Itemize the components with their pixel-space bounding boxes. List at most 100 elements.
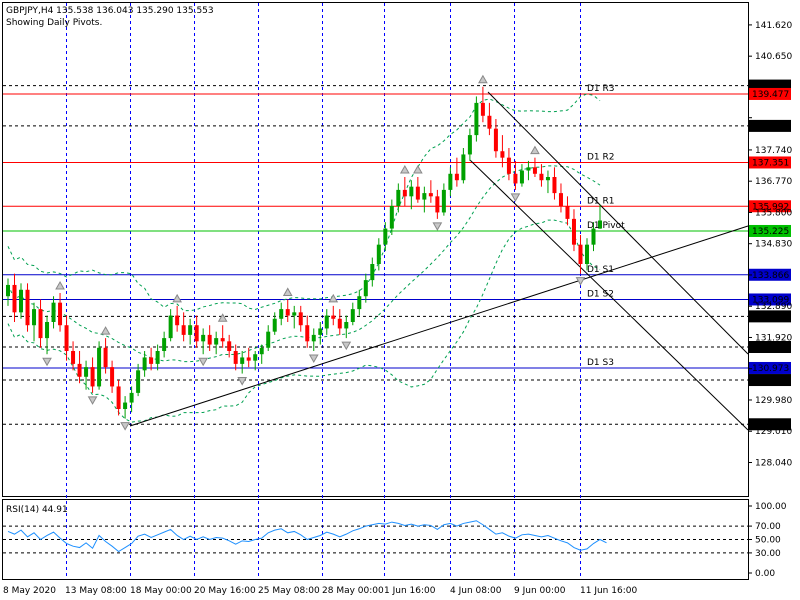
price-tag-label: 135.225 bbox=[752, 227, 789, 237]
price-tag-label: 138.486 bbox=[752, 122, 789, 132]
candle-body bbox=[123, 402, 128, 409]
fractal-down-marker bbox=[42, 357, 52, 367]
chart-header-line2: Showing Daily Pivots. bbox=[6, 18, 102, 28]
candle-body bbox=[162, 338, 167, 351]
candle-body bbox=[428, 193, 433, 197]
candle-body bbox=[90, 367, 95, 387]
candle-body bbox=[467, 135, 472, 155]
rsi-axis-tick-label: 30.00 bbox=[755, 549, 781, 559]
candle-body bbox=[103, 347, 108, 368]
rsi-axis-tick-label: 50.00 bbox=[755, 536, 781, 546]
candle-body bbox=[389, 206, 394, 229]
fractal-up-marker bbox=[412, 164, 423, 174]
x-axis-tick-label: 25 May 08:00 bbox=[258, 586, 320, 596]
candle-body bbox=[545, 177, 550, 181]
candle-body bbox=[6, 284, 10, 297]
y-axis-tick-label: 129.010 bbox=[755, 427, 792, 437]
bollinger-upper bbox=[7, 93, 601, 312]
fractal-down-marker bbox=[120, 422, 130, 431]
price-tag-box bbox=[749, 87, 791, 100]
candle-body bbox=[292, 312, 297, 316]
candle-body bbox=[552, 177, 557, 194]
candle-body bbox=[279, 309, 284, 319]
candle-body bbox=[493, 128, 498, 152]
candle-body bbox=[519, 170, 524, 184]
pivot-label: D1 R3 bbox=[587, 84, 615, 94]
candle-body bbox=[240, 357, 245, 364]
candle-body bbox=[513, 173, 518, 184]
fractal-down-marker bbox=[341, 341, 352, 351]
candle-body bbox=[188, 325, 193, 335]
candle-body bbox=[350, 309, 355, 322]
candle-body bbox=[155, 351, 160, 364]
fractal-down-marker bbox=[510, 193, 521, 202]
candle-body bbox=[500, 151, 505, 158]
candle-body bbox=[474, 102, 479, 136]
y-axis-tick-label: 135.800 bbox=[755, 208, 792, 218]
candle-body bbox=[324, 315, 329, 329]
candle-body bbox=[272, 318, 277, 332]
candle-body bbox=[259, 347, 264, 355]
fractal-up-marker bbox=[172, 293, 183, 303]
candle-body bbox=[298, 312, 303, 326]
x-axis-tick-label: 4 Jun 08:00 bbox=[450, 586, 502, 596]
price-tag-label: 137.351 bbox=[752, 158, 789, 168]
price-tag-box bbox=[749, 374, 791, 387]
pivot-label: D1 S1 bbox=[587, 265, 614, 275]
candle-body bbox=[19, 289, 24, 313]
price-tag-label: 139.737 bbox=[752, 82, 789, 92]
fractal-down-marker bbox=[308, 354, 319, 364]
price-tag-box bbox=[749, 341, 791, 354]
candle-body bbox=[227, 341, 232, 351]
x-axis-tick-label: 13 May 08:00 bbox=[65, 586, 127, 596]
candle-body bbox=[344, 322, 349, 329]
main-plot-frame bbox=[2, 2, 749, 497]
candle-body bbox=[454, 173, 459, 181]
fractal-down-marker bbox=[575, 277, 586, 286]
fractal-down-marker bbox=[432, 222, 443, 231]
candle-body bbox=[383, 228, 388, 245]
candle-body bbox=[233, 351, 238, 364]
candle-body bbox=[285, 309, 290, 316]
candle-body bbox=[539, 173, 544, 181]
candle-body bbox=[376, 244, 381, 264]
price-tag-box bbox=[749, 224, 791, 237]
candle-body bbox=[591, 228, 596, 245]
chart-header-line1: GBPJPY,H4 135.538 136.043 135.290 135.55… bbox=[6, 6, 214, 16]
price-tag-label: 133.099 bbox=[752, 295, 789, 305]
y-axis-tick-label: 128.040 bbox=[755, 458, 792, 468]
candle-body bbox=[71, 351, 76, 364]
candle-body bbox=[311, 334, 316, 342]
candle-body bbox=[77, 363, 82, 377]
price-tag-label: 131.624 bbox=[752, 343, 789, 353]
pivot-label: D1 R1 bbox=[587, 196, 615, 206]
candle-body bbox=[84, 367, 89, 377]
candle-body bbox=[181, 325, 186, 335]
x-axis-tick-label: 1 Jun 16:00 bbox=[384, 586, 436, 596]
x-axis-tick-label: 11 Jun 16:00 bbox=[580, 586, 637, 596]
candle-body bbox=[357, 296, 362, 310]
candle-body bbox=[12, 284, 17, 313]
candle-body bbox=[110, 367, 115, 387]
candle-body bbox=[175, 315, 180, 326]
price-tag-box bbox=[749, 293, 791, 306]
price-tag-label: 130.599 bbox=[752, 376, 789, 386]
candle-body bbox=[58, 302, 63, 326]
fractal-up-marker bbox=[55, 280, 65, 290]
candle-body bbox=[149, 357, 154, 364]
price-tag-label: 135.992 bbox=[752, 202, 789, 212]
fractal-down-marker bbox=[198, 357, 209, 367]
candle-body bbox=[45, 322, 50, 339]
candle-body bbox=[578, 244, 583, 264]
fractal-up-marker bbox=[217, 313, 228, 322]
x-axis-tick-label: 28 May 00:00 bbox=[322, 586, 384, 596]
fractal-up-marker bbox=[478, 74, 488, 84]
price-tag-box bbox=[749, 268, 791, 281]
pivot-label: D1 S3 bbox=[587, 358, 614, 368]
rsi-axis-tick-label: 100.00 bbox=[755, 502, 787, 512]
candle-body bbox=[448, 173, 453, 190]
rsi-axis-tick-label: 70.00 bbox=[755, 522, 781, 532]
candle-body bbox=[214, 338, 219, 345]
y-axis-tick-label: 131.920 bbox=[755, 333, 792, 343]
